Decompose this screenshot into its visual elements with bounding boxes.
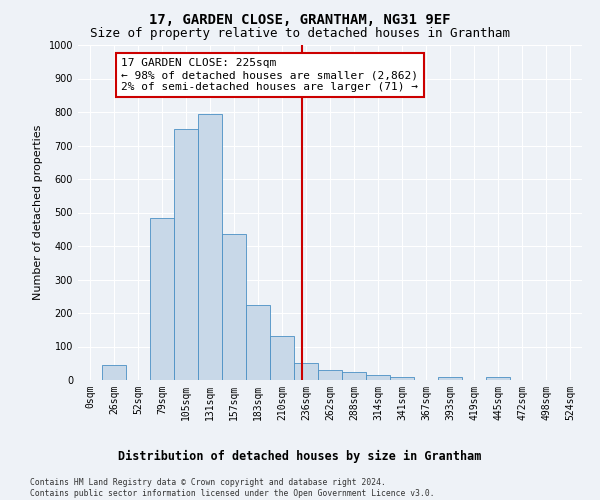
Text: 17, GARDEN CLOSE, GRANTHAM, NG31 9EF: 17, GARDEN CLOSE, GRANTHAM, NG31 9EF — [149, 12, 451, 26]
Bar — [486, 376, 510, 380]
Bar — [438, 378, 462, 380]
Text: Distribution of detached houses by size in Grantham: Distribution of detached houses by size … — [118, 450, 482, 463]
Bar — [102, 365, 126, 380]
Bar — [390, 376, 414, 380]
Bar — [174, 128, 198, 380]
Text: Contains HM Land Registry data © Crown copyright and database right 2024.
Contai: Contains HM Land Registry data © Crown c… — [30, 478, 434, 498]
Text: Size of property relative to detached houses in Grantham: Size of property relative to detached ho… — [90, 28, 510, 40]
Bar — [342, 372, 366, 380]
Bar — [318, 370, 342, 380]
Bar — [222, 234, 246, 380]
Y-axis label: Number of detached properties: Number of detached properties — [33, 125, 43, 300]
Bar — [366, 375, 390, 380]
Bar — [270, 336, 294, 380]
Bar — [294, 363, 318, 380]
Bar — [246, 304, 270, 380]
Bar — [198, 114, 222, 380]
Bar — [150, 218, 174, 380]
Text: 17 GARDEN CLOSE: 225sqm
← 98% of detached houses are smaller (2,862)
2% of semi-: 17 GARDEN CLOSE: 225sqm ← 98% of detache… — [121, 58, 418, 92]
